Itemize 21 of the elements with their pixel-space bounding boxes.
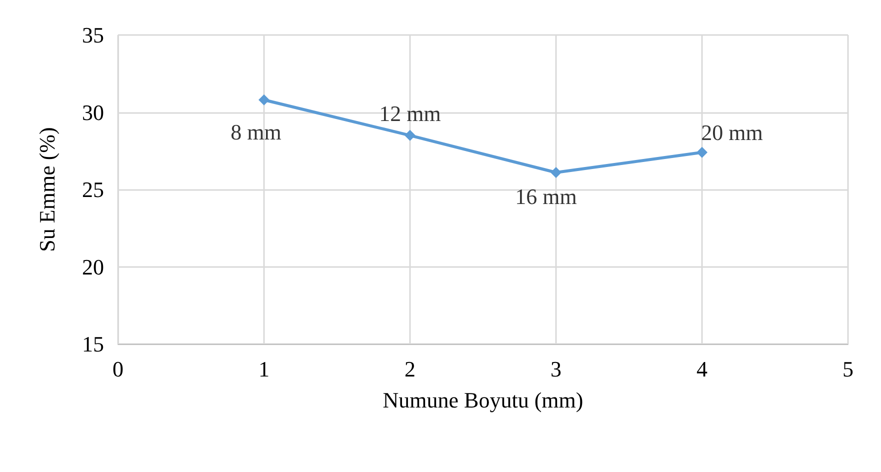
annotation: 16 mm [515,184,577,210]
annotation: 20 mm [701,120,763,145]
y-tick-label: 20 [82,254,104,280]
annotation: 8 mm [230,119,282,144]
x-tick-label: 0 [112,356,124,382]
x-tick-label: 3 [550,356,562,382]
y-tick-label: 25 [82,177,104,202]
y-axis-title: Su Emme (%) [34,127,60,252]
point [404,130,416,141]
x-tick-label: 5 [842,356,854,382]
annotation: 12 mm [379,100,441,126]
y-tick-label: 35 [82,22,104,48]
y-tick-label: 30 [82,100,104,125]
point [550,167,562,178]
point [258,94,270,106]
y-tick-label: 15 [82,332,104,356]
x-axis-title: Numune Boyutu (mm) [382,388,584,412]
x-tick-label: 4 [696,356,708,382]
x-tick-label: 2 [404,356,416,382]
point [696,146,708,158]
x-tick-label: 1 [258,356,270,382]
